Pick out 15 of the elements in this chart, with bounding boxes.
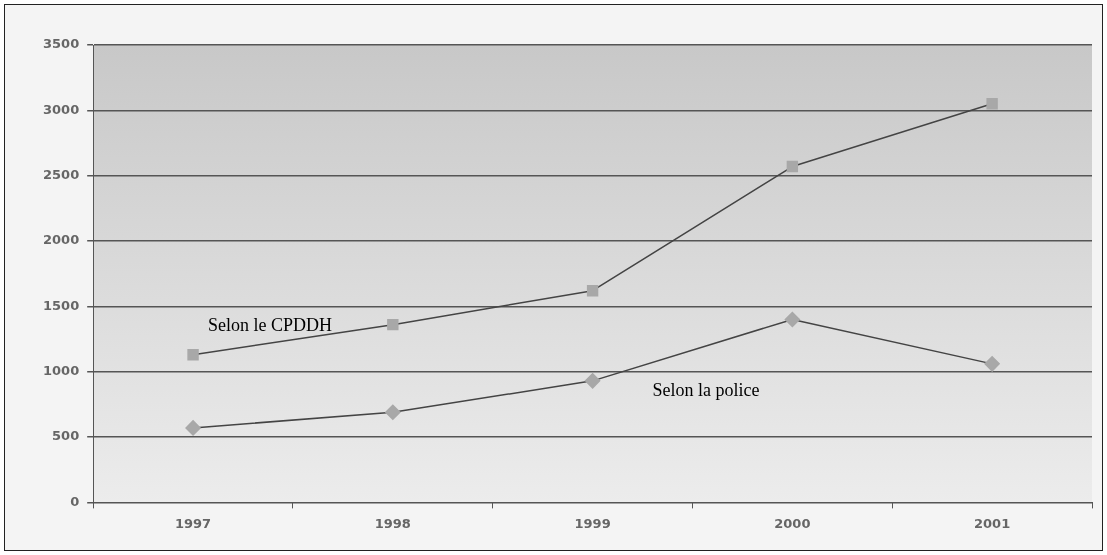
x-tick-label: 2001: [974, 515, 1011, 531]
y-tick-label: 3000: [42, 101, 80, 117]
y-tick-label: 500: [52, 428, 80, 444]
y-tick-label: 2500: [42, 167, 80, 183]
y-tick-label: 1500: [42, 297, 80, 313]
series-label: Selon la police: [652, 379, 760, 400]
y-tick-label: 3500: [42, 36, 80, 52]
x-tick-label: 1999: [574, 515, 611, 531]
y-tick-label: 1000: [42, 363, 80, 379]
x-tick-label: 1998: [374, 515, 411, 531]
y-tick-label: 2000: [42, 232, 80, 248]
x-tick-label: 2000: [774, 515, 811, 531]
x-tick-label: 1997: [174, 515, 212, 531]
y-tick-label: 0: [70, 493, 80, 509]
series-label: Selon le CPDDH: [208, 315, 333, 336]
